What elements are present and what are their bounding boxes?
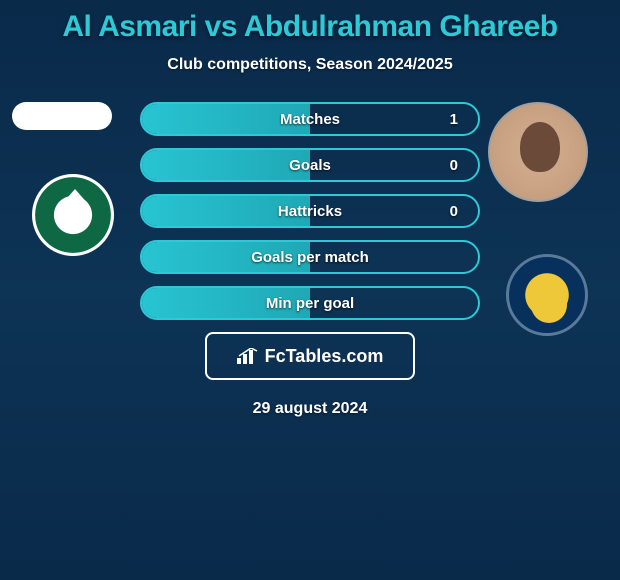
player1-avatar (12, 102, 112, 130)
branding-box: FcTables.com (205, 332, 415, 380)
comparison-title: Al Asmari vs Abdulrahman Ghareeb (0, 0, 620, 44)
stat-fill (142, 150, 310, 180)
stats-column: Matches 1 Goals 0 Hattricks 0 Goals per … (140, 102, 480, 418)
comparison-date: 29 august 2024 (140, 400, 480, 418)
player2-avatar (488, 102, 588, 202)
stat-label: Matches (280, 111, 340, 128)
chart-icon (237, 348, 259, 364)
branding-text: FcTables.com (265, 346, 384, 367)
stat-label: Hattricks (278, 203, 342, 220)
comparison-subtitle: Club competitions, Season 2024/2025 (0, 56, 620, 74)
stat-label: Min per goal (266, 295, 354, 312)
stat-bar-goals: Goals 0 (140, 148, 480, 182)
stat-bar-matches: Matches 1 (140, 102, 480, 136)
stat-value-right: 0 (450, 157, 458, 174)
stat-label: Goals per match (251, 249, 369, 266)
player1-team-logo (32, 174, 114, 256)
stat-value-right: 0 (450, 203, 458, 220)
stat-label: Goals (289, 157, 331, 174)
stat-bar-hattricks: Hattricks 0 (140, 194, 480, 228)
player2-team-logo (506, 254, 588, 336)
content-area: Matches 1 Goals 0 Hattricks 0 Goals per … (0, 102, 620, 442)
stat-value-right: 1 (450, 111, 458, 128)
stat-bar-goals-per-match: Goals per match (140, 240, 480, 274)
stat-bar-min-per-goal: Min per goal (140, 286, 480, 320)
